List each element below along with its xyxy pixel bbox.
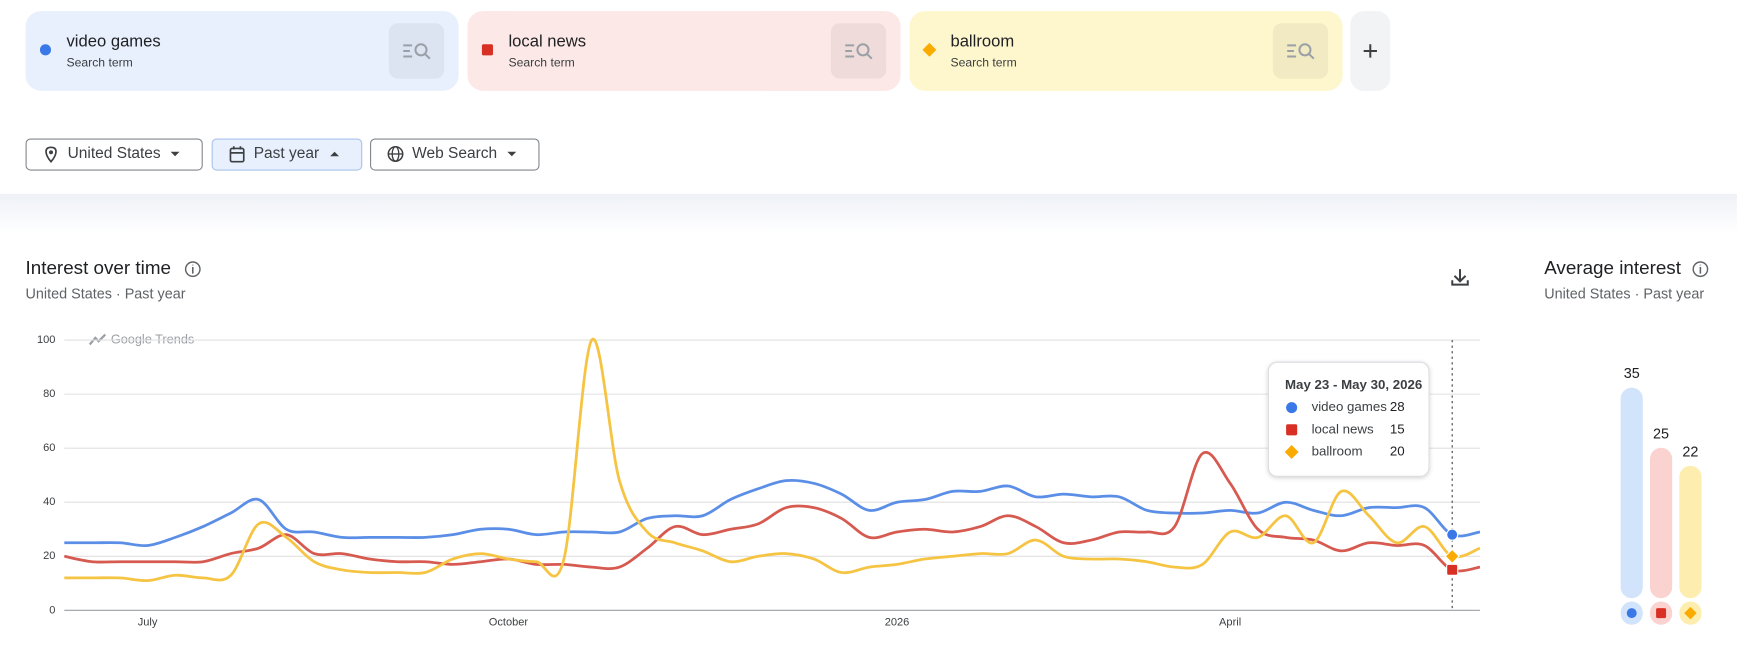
chip-background[interactable] <box>370 138 540 171</box>
series-line <box>64 450 1481 573</box>
location-icon[interactable] <box>49 150 54 155</box>
y-tick-label: 0 <box>49 604 55 616</box>
chip-caret[interactable] <box>170 151 180 157</box>
x-tick-label: 2026 <box>885 616 910 628</box>
y-tick-label: 40 <box>43 496 55 508</box>
tooltip-box <box>1267 361 1430 477</box>
calendar-icon[interactable] <box>230 146 244 154</box>
marker-circle[interactable] <box>39 44 52 56</box>
marker-diamond[interactable] <box>922 42 937 57</box>
filter-chip[interactable]: Past year <box>211 138 363 171</box>
bar <box>1679 465 1702 599</box>
y-tick-label: 80 <box>43 388 55 400</box>
section-separator <box>0 193 1737 234</box>
x-tick-label: July <box>138 616 158 628</box>
chip-label[interactable]: United States <box>68 145 161 162</box>
marker-square[interactable] <box>481 44 493 56</box>
marker-circle <box>1626 608 1637 619</box>
bar <box>1620 387 1643 599</box>
watermark-text: Google Trends <box>111 331 194 346</box>
term-subtitle[interactable]: Search term <box>950 55 1016 69</box>
marker-circle <box>1286 402 1298 414</box>
calendar-icon[interactable] <box>229 147 245 163</box>
info-circle[interactable] <box>1692 261 1709 278</box>
marker-square <box>1446 563 1459 576</box>
chip-caret[interactable] <box>330 151 340 157</box>
tooltip-series-name: local news <box>1312 421 1374 436</box>
bar-value-label: 35 <box>1624 366 1640 382</box>
compare-icon[interactable] <box>403 44 413 58</box>
card-background[interactable] <box>909 11 1343 91</box>
x-tick-label: April <box>1219 616 1241 628</box>
term-name[interactable]: local news <box>508 31 586 50</box>
download-button[interactable] <box>1451 269 1469 286</box>
info-icon[interactable] <box>184 261 201 278</box>
search-term-card[interactable]: ballroom Search term <box>909 11 1343 91</box>
marker-diamond <box>1444 548 1460 565</box>
controls: video games Search term local news Search t… <box>25 11 1343 171</box>
filter-chip[interactable]: Web Search <box>370 138 540 171</box>
chip-label[interactable]: Web Search <box>412 145 497 162</box>
download-icon[interactable] <box>1451 269 1469 286</box>
plus-icon[interactable] <box>1363 44 1377 58</box>
term-name[interactable]: video games <box>67 31 161 50</box>
filter-chip[interactable]: United States <box>25 138 203 171</box>
compare-button[interactable] <box>830 23 887 79</box>
section-subtitle: United States · Past year <box>26 286 186 302</box>
y-tick-label: 100 <box>37 334 55 346</box>
term-subtitle[interactable]: Search term <box>508 55 574 69</box>
compare-icon[interactable] <box>1287 44 1297 58</box>
marker-diamond <box>1684 606 1697 620</box>
add-term-button[interactable] <box>1350 11 1391 91</box>
term-subtitle[interactable]: Search term <box>67 55 133 69</box>
section-title: Average interest <box>1544 257 1682 278</box>
compare-icon[interactable] <box>1308 53 1315 60</box>
bar-value-label: 22 <box>1682 444 1698 460</box>
compare-icon[interactable] <box>845 44 855 58</box>
compare-icon[interactable] <box>866 53 873 60</box>
tooltip-value: 28 <box>1390 399 1405 414</box>
y-tick-label: 20 <box>43 550 55 562</box>
compare-button[interactable] <box>388 23 445 79</box>
y-tick-label: 60 <box>43 442 55 454</box>
watermark: Google Trends <box>88 331 194 346</box>
tooltip-value: 15 <box>1390 421 1405 436</box>
compare-icon[interactable] <box>1298 43 1312 57</box>
chip-background[interactable] <box>211 138 363 171</box>
chip-caret[interactable] <box>507 151 517 157</box>
tooltip-value: 20 <box>1390 443 1405 458</box>
plot-area: 0 20 40 60 80 100 July October 2026 April May 23 -… <box>37 334 1702 628</box>
card-background[interactable] <box>25 11 459 91</box>
series-line <box>64 478 1481 548</box>
compare-icon[interactable] <box>424 53 431 60</box>
tooltip-title: May 23 - May 30, 2026 <box>1285 377 1422 392</box>
section-title: Interest over time <box>26 257 171 278</box>
bar <box>1649 447 1673 599</box>
bar-value-label: 25 <box>1653 426 1669 442</box>
search-term-card[interactable]: local news Search term <box>467 11 901 91</box>
section-subtitle: United States · Past year <box>1544 286 1704 302</box>
chip-background[interactable] <box>25 138 203 171</box>
tooltip-series-name: video games <box>1312 399 1388 414</box>
info-circle[interactable] <box>184 261 201 278</box>
search-term-card[interactable]: video games Search term <box>25 11 459 91</box>
marker-square <box>1656 608 1667 619</box>
compare-icon[interactable] <box>856 43 870 57</box>
card-background[interactable] <box>467 11 901 91</box>
tooltip-series-name: ballroom <box>1312 443 1363 458</box>
compare-icon[interactable] <box>414 43 428 57</box>
location-icon[interactable] <box>45 146 57 164</box>
marker-circle <box>1446 528 1459 541</box>
chip-label[interactable]: Past year <box>254 145 319 162</box>
compare-button[interactable] <box>1272 23 1329 79</box>
marker-square <box>1286 424 1298 436</box>
x-tick-label: October <box>489 616 529 628</box>
info-icon[interactable] <box>1692 261 1709 278</box>
tooltip: May 23 - May 30, 2026 video games 28 local … <box>1267 361 1430 477</box>
series-line <box>64 337 1481 583</box>
term-name[interactable]: ballroom <box>950 31 1014 50</box>
